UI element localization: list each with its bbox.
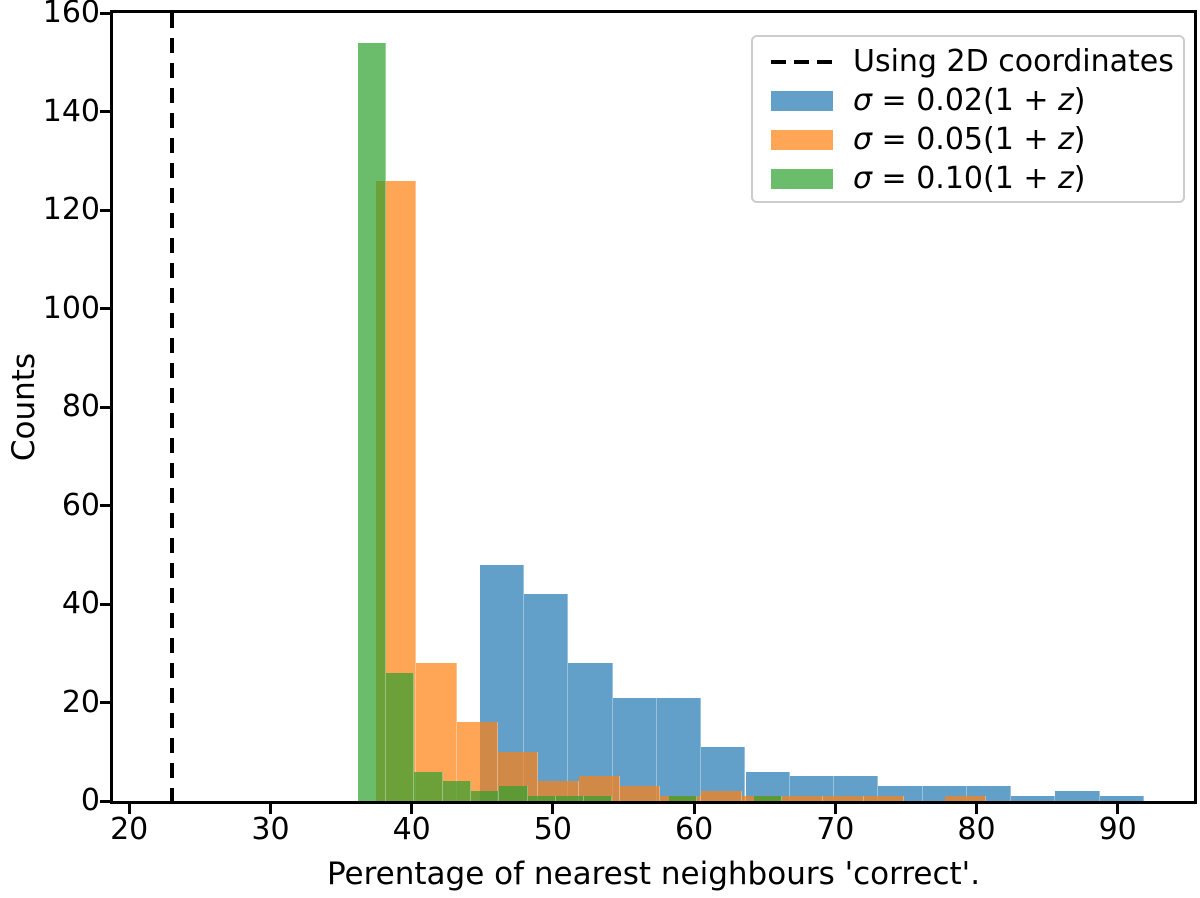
x-tick <box>975 804 978 814</box>
x-tick-label: 40 <box>392 812 431 847</box>
threshold-line <box>169 13 174 801</box>
legend-color-swatch <box>771 168 833 189</box>
legend: Using 2D coordinates σ = 0.02(1 + z) σ = 0… <box>751 35 1185 203</box>
histogram-bar-series2 <box>442 781 471 801</box>
y-tick <box>100 799 110 803</box>
y-tick-label: 40 <box>61 586 100 621</box>
y-tick <box>100 602 110 606</box>
x-tick <box>410 804 414 814</box>
legend-color-swatch <box>771 129 833 150</box>
legend-item: σ = 0.02(1 + z) <box>753 81 1183 120</box>
y-tick <box>100 307 110 310</box>
x-tick <box>127 804 131 814</box>
x-tick <box>692 804 696 814</box>
y-tick-label: 20 <box>61 684 100 720</box>
histogram-bar-series0 <box>1055 791 1100 801</box>
y-tick <box>100 11 110 15</box>
histogram-bar-series1 <box>782 796 823 801</box>
histogram-bar-series1 <box>863 796 905 801</box>
histogram-bar-series0 <box>657 697 702 801</box>
x-tick-label: 20 <box>110 812 149 847</box>
histogram-bar-series1 <box>619 786 661 801</box>
x-tick <box>551 804 555 814</box>
x-tick <box>1116 804 1120 814</box>
legend-label: Using 2D coordinates <box>853 44 1174 79</box>
histogram-bar-series2 <box>471 791 500 801</box>
y-tick <box>100 110 110 113</box>
histogram-bar-series2 <box>499 786 528 801</box>
histogram-bar-series0 <box>612 697 657 801</box>
histogram-bar-series1 <box>822 796 864 801</box>
x-tick-label: 80 <box>957 812 996 847</box>
histogram-bar-series2 <box>555 796 585 801</box>
legend-color-swatch <box>771 90 833 111</box>
histogram-bar-series2 <box>669 796 698 801</box>
x-tick-label: 70 <box>816 812 855 847</box>
x-tick-label: 90 <box>1098 812 1137 847</box>
x-tick-label: 50 <box>533 812 572 847</box>
x-tick-label: 60 <box>675 812 714 847</box>
y-tick <box>100 208 110 212</box>
legend-label: σ = 0.02(1 + z) <box>853 83 1086 118</box>
histogram-bar-series2 <box>527 796 556 801</box>
histogram-bar-series2 <box>584 796 613 801</box>
histogram-bar-series1 <box>700 791 742 801</box>
x-tick <box>833 804 837 814</box>
histogram-bar-series2 <box>414 771 443 801</box>
legend-dashed-line-sample <box>771 59 833 64</box>
y-tick-label: 60 <box>61 487 100 523</box>
histogram-bar-series0 <box>1011 796 1056 801</box>
x-tick-label: 30 <box>251 812 290 847</box>
histogram-bar-series0 <box>745 771 790 801</box>
legend-item: Using 2D coordinates <box>753 42 1183 81</box>
legend-label: σ = 0.05(1 + z) <box>853 122 1086 157</box>
y-tick <box>100 504 110 507</box>
y-tick-label: 0 <box>80 783 100 818</box>
histogram-bar-series2 <box>357 42 387 801</box>
histogram-bar-series2 <box>753 796 783 801</box>
y-tick <box>100 701 110 704</box>
y-tick-label: 80 <box>61 389 100 424</box>
y-tick-label: 120 <box>42 192 100 227</box>
histogram-bar-series0 <box>1099 796 1144 801</box>
y-tick-label: 100 <box>42 290 100 326</box>
legend-item: σ = 0.05(1 + z) <box>753 120 1183 159</box>
histogram-bar-series2 <box>386 672 415 801</box>
x-axis-label: Perentage of nearest neighbours 'correct… <box>326 856 981 892</box>
histogram-bar-series1 <box>944 796 986 801</box>
histogram-bar-series1 <box>538 781 579 801</box>
y-tick <box>100 405 110 409</box>
y-tick-label: 160 <box>42 0 100 30</box>
x-tick <box>269 804 272 814</box>
y-tick-label: 140 <box>42 93 100 129</box>
y-axis-label: Counts <box>6 352 42 462</box>
legend-item: σ = 0.10(1 + z) <box>753 159 1183 198</box>
legend-label: σ = 0.10(1 + z) <box>853 161 1086 196</box>
